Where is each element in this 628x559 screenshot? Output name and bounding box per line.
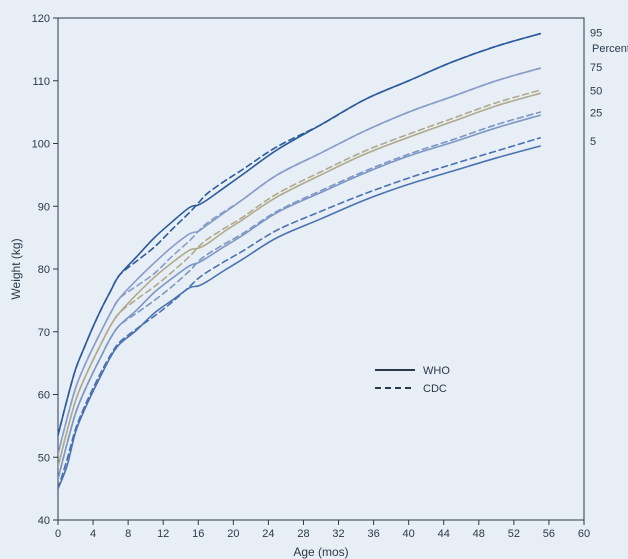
x-tick-label: 48 xyxy=(473,528,485,540)
chart-canvas: 0481216202428323640444852566040506070809… xyxy=(0,0,628,559)
legend-label-cdc: CDC xyxy=(423,383,447,395)
x-tick-label: 20 xyxy=(227,528,239,540)
x-tick-label: 36 xyxy=(367,528,379,540)
growth-chart: 0481216202428323640444852566040506070809… xyxy=(0,0,628,559)
percentile-label-25: 25 xyxy=(590,108,602,120)
y-tick-label: 90 xyxy=(38,201,50,213)
x-tick-label: 0 xyxy=(55,528,61,540)
percentile-label-5: 5 xyxy=(590,136,596,148)
x-tick-label: 60 xyxy=(578,528,590,540)
y-tick-label: 110 xyxy=(32,76,50,88)
percentile-label-95: 95 xyxy=(590,28,602,40)
x-tick-label: 52 xyxy=(508,528,520,540)
x-axis-label: Age (mos) xyxy=(293,545,348,559)
x-tick-label: 8 xyxy=(125,528,131,540)
y-tick-label: 40 xyxy=(38,515,50,527)
y-tick-label: 50 xyxy=(38,452,50,464)
y-tick-label: 80 xyxy=(38,264,50,276)
y-tick-label: 70 xyxy=(38,327,50,339)
percentile-label-50: 50 xyxy=(590,86,602,98)
x-tick-label: 28 xyxy=(297,528,309,540)
x-tick-label: 12 xyxy=(157,528,169,540)
x-tick-label: 40 xyxy=(403,528,415,540)
y-tick-label: 60 xyxy=(38,390,50,402)
x-tick-label: 24 xyxy=(262,528,274,540)
x-tick-label: 56 xyxy=(543,528,555,540)
percentile-label-75: 75 xyxy=(590,62,602,74)
y-tick-label: 100 xyxy=(32,139,50,151)
x-tick-label: 32 xyxy=(332,528,344,540)
legend-label-who: WHO xyxy=(423,365,450,377)
y-axis-label: Weight (kg) xyxy=(9,238,23,299)
x-tick-label: 44 xyxy=(438,528,450,540)
y-tick-label: 120 xyxy=(32,13,50,25)
percentile-header: Percentile xyxy=(592,43,628,55)
x-tick-label: 16 xyxy=(192,528,204,540)
x-tick-label: 4 xyxy=(90,528,96,540)
